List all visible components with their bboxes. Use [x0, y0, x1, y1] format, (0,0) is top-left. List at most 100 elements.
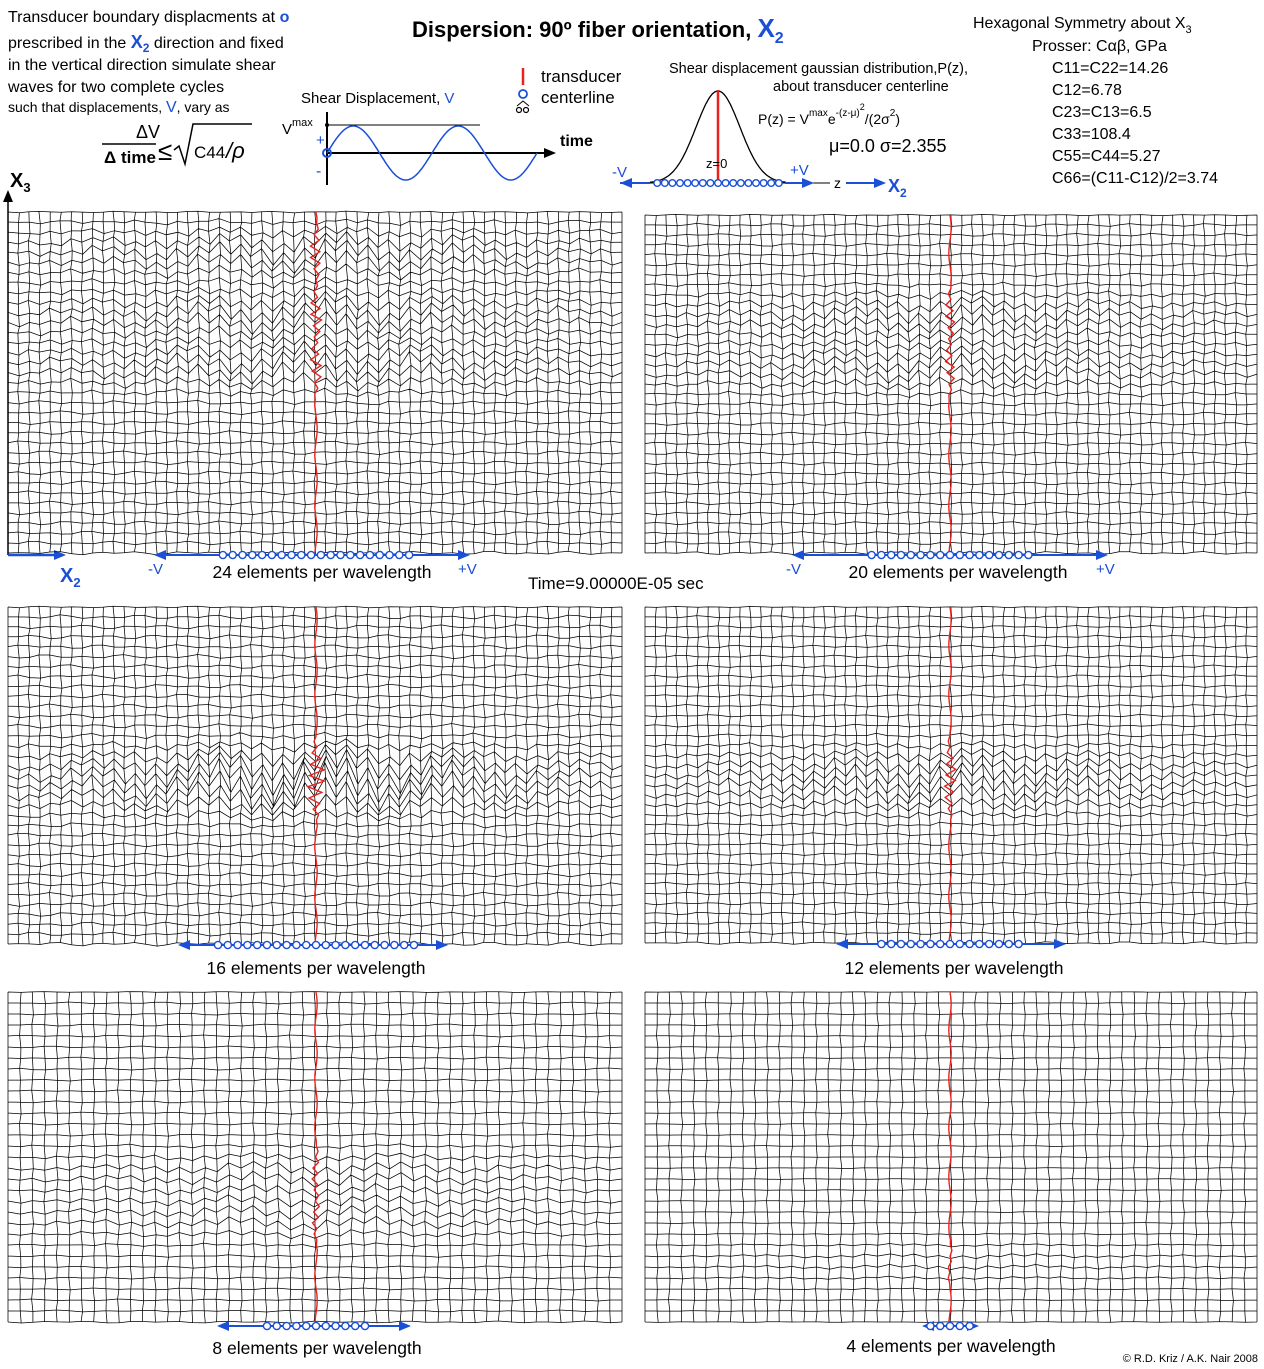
intro-line2a: prescribed in the	[8, 35, 126, 52]
transducer-node	[385, 550, 394, 560]
transducer-node	[906, 939, 916, 949]
panel-label: 24 elements per wavelength	[213, 562, 432, 582]
transducer-node	[886, 939, 896, 949]
transducer-node	[380, 940, 389, 950]
transducer-node	[1014, 550, 1023, 560]
properties-subtitle: Prosser: Cαβ, GPa	[1032, 38, 1167, 55]
transducer-node	[257, 550, 267, 560]
arrow-head-left	[178, 940, 190, 950]
transducer-node	[267, 550, 277, 560]
svg-text:z: z	[834, 175, 841, 191]
plus-v-label: +V	[1096, 561, 1115, 578]
z0-label: z=0	[706, 156, 727, 171]
transducer-node	[994, 550, 1004, 560]
gaussian-node	[744, 178, 753, 187]
transducer-node	[886, 550, 896, 560]
svg-text:-: -	[316, 163, 321, 180]
transducer-node	[311, 940, 321, 950]
transducer-node	[390, 940, 399, 950]
leq-symbol: ≤	[158, 136, 172, 166]
transducer-node	[984, 550, 994, 560]
transducer-node	[282, 1321, 291, 1331]
title-main: Dispersion: 90º fiber orientation,	[412, 17, 751, 42]
svg-text:P(z) = Vmaxe-(z-μ)2/(2σ2): P(z) = Vmaxe-(z-μ)2/(2σ2)	[758, 102, 900, 127]
transducer-centerline	[309, 211, 323, 554]
gaussian-node	[676, 178, 685, 187]
material-properties: Hexagonal Symmetry about X3 Prosser: Cαβ…	[973, 15, 1218, 187]
arrow-head-right	[458, 550, 470, 560]
transducer-node	[409, 940, 419, 950]
plus-v-label: +V	[458, 561, 477, 578]
transducer-node	[994, 939, 1004, 949]
transducer-node	[301, 940, 311, 950]
mesh-panel: 24 elements per wavelength -V +V	[7, 210, 623, 582]
arrow-head-right	[399, 1321, 411, 1331]
gaussian-params: μ=0.0 σ=2.355	[829, 136, 947, 156]
transducer-node	[301, 1321, 311, 1331]
time-label: Time=9.00000E-05 sec	[528, 574, 704, 593]
transducer-node	[316, 550, 326, 560]
transducer-node	[916, 550, 925, 560]
gaussian-node	[698, 178, 707, 187]
arrow-head-right	[1054, 939, 1066, 949]
gaussian-label2: about transducer centerline	[773, 79, 949, 95]
panel-label: 16 elements per wavelength	[207, 958, 426, 978]
panel-label: 8 elements per wavelength	[212, 1338, 421, 1358]
transducer-node	[331, 1321, 340, 1331]
gaussian-node	[736, 178, 745, 187]
finite-element-mesh	[7, 991, 623, 1324]
transducer-centerline	[944, 214, 956, 554]
gaussian-node	[774, 178, 783, 187]
transducer-node	[355, 550, 365, 560]
svg-text:Shear Displacement, V: Shear Displacement, V	[301, 90, 454, 107]
gaussian-node	[759, 178, 768, 187]
transducer-centerline	[305, 606, 327, 945]
gaussian-node	[660, 178, 669, 187]
intro-line4: waves for two complete cycles	[7, 79, 224, 96]
transducer-node	[228, 550, 237, 560]
intro-line1: Transducer boundary displacments at	[8, 9, 276, 26]
arrow-head-left	[154, 550, 166, 560]
transducer-node	[336, 550, 345, 560]
arrow-head-right	[436, 940, 448, 950]
transducer-node	[965, 1321, 974, 1331]
gaussian-node	[691, 178, 700, 187]
transducer-node	[321, 940, 331, 950]
transducer-node	[975, 939, 984, 949]
transducer-node	[365, 550, 375, 560]
transducer-node	[965, 550, 974, 560]
transducer-node	[223, 940, 233, 950]
transducer-centerline	[943, 606, 958, 944]
shear-displacement-plot: Shear Displacement, V Vmax + - time	[282, 90, 593, 185]
transducer-node	[945, 1321, 955, 1331]
intro-line2b: direction and fixed	[154, 35, 284, 52]
transducer-node	[1024, 550, 1033, 560]
frac-numerator: ΔV	[136, 122, 160, 142]
transducer-node	[945, 939, 955, 949]
arrow-head-left	[217, 1321, 229, 1331]
transducer-node	[341, 940, 350, 950]
transducer-node	[926, 1321, 935, 1331]
transducer-node	[296, 550, 306, 560]
transducer-node	[287, 550, 296, 560]
transducer-node	[399, 940, 409, 950]
transducer-node	[375, 550, 385, 560]
transducer-node	[984, 939, 994, 949]
time-axis-label: time	[560, 133, 593, 150]
transducer-node	[341, 1321, 350, 1331]
transducer-node	[394, 550, 404, 560]
gaussian-node	[668, 178, 677, 187]
transducer-node	[1004, 939, 1014, 949]
panel-label: 4 elements per wavelength	[846, 1336, 1055, 1356]
property-line: C12=6.78	[1052, 82, 1122, 99]
svg-text:Transducer boundary displacmen: Transducer boundary displacments at o	[8, 9, 290, 26]
property-line: C33=108.4	[1052, 126, 1131, 143]
transducer-node	[965, 939, 974, 949]
transducer-node	[955, 550, 965, 560]
transducer-node	[926, 939, 935, 949]
transducer-node	[272, 1321, 282, 1331]
gaussian-node	[653, 178, 662, 187]
svg-text:such that displacements, V, va: such that displacements, V, vary as	[8, 99, 230, 116]
gaussian-node	[683, 178, 692, 187]
transducer-node	[213, 940, 223, 950]
